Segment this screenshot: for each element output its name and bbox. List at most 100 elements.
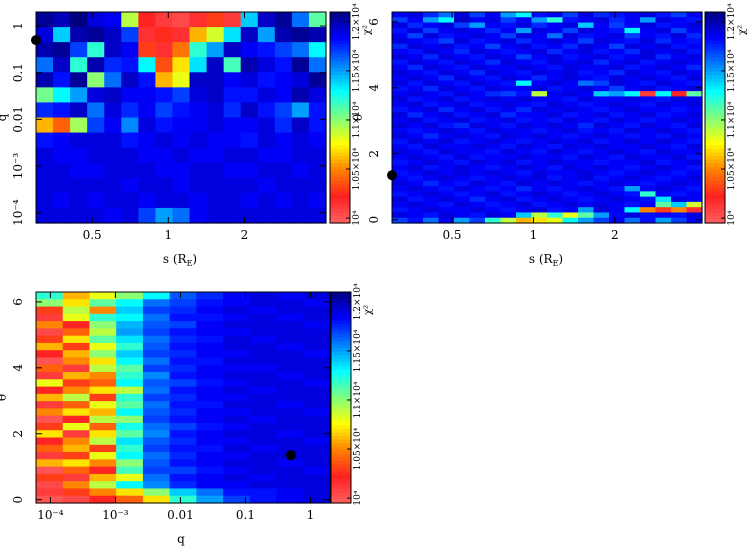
heatmap-cell (655, 27, 672, 34)
heatmap-cell (454, 59, 471, 66)
heatmap-cell (485, 138, 502, 145)
colorbar-segment (331, 334, 351, 339)
heatmap-cell (578, 201, 595, 208)
heatmap-cell (36, 313, 64, 322)
colorbar-segment (331, 446, 351, 451)
heatmap-cell (104, 57, 122, 73)
heatmap-cell (454, 122, 471, 129)
heatmap-cell (578, 149, 595, 156)
heatmap-cell (609, 212, 626, 219)
heatmap-cell (531, 112, 548, 119)
heatmap-cell (562, 33, 579, 39)
heatmap-cell (308, 192, 327, 209)
heatmap-cell (276, 495, 304, 504)
heatmap-cell (454, 175, 471, 182)
heatmap-cell (392, 217, 409, 224)
heatmap-cell (172, 192, 191, 209)
heatmap-cell (686, 54, 703, 61)
heatmap-cell (624, 43, 641, 50)
heatmap-cell (196, 292, 224, 300)
heatmap-cell (671, 212, 688, 219)
colorbar-segment (330, 33, 350, 38)
heatmap-cell (485, 43, 502, 50)
heatmap-cell (138, 57, 157, 73)
colorbar-segment (705, 180, 725, 185)
heatmap-cell (116, 473, 144, 482)
heatmap-cell (438, 159, 455, 166)
heatmap-cell (516, 196, 533, 203)
heatmap-cell (62, 299, 91, 308)
heatmap-cell (303, 430, 331, 439)
heatmap-cell (547, 159, 564, 166)
colorbar-segment (331, 411, 351, 416)
heatmap-cell (249, 459, 278, 468)
colorbar-segment (330, 208, 350, 214)
heatmap-cell (392, 128, 409, 134)
heatmap-cell (640, 80, 657, 87)
colorbar-segment (331, 390, 351, 395)
heatmap-cell (671, 143, 688, 150)
colorbar-segment (705, 201, 725, 207)
heatmap-cell (308, 162, 327, 179)
heatmap-cell (276, 321, 304, 329)
heatmap-cell (169, 357, 197, 366)
y-axis-label: θ (351, 114, 365, 121)
heatmap-cell (624, 143, 641, 150)
heatmap-cell (223, 481, 251, 490)
heatmap-cell (257, 27, 276, 43)
heatmap-cell (531, 170, 548, 177)
heatmap-cell (223, 117, 242, 134)
heatmap-cell (531, 217, 548, 224)
heatmap-cell (655, 143, 672, 150)
heatmap-cell (36, 350, 64, 359)
heatmap-cell (291, 72, 310, 88)
heatmap-cell (240, 102, 259, 119)
heatmap-cell (624, 117, 641, 124)
heatmap-cell (189, 87, 208, 104)
heatmap-cell (155, 207, 174, 224)
colorbar-segment (705, 187, 725, 192)
colorbar-segment (331, 492, 351, 497)
heatmap-cell (516, 186, 533, 192)
heatmap-cell (142, 481, 171, 490)
heatmap-cell (407, 91, 424, 98)
heatmap-cell (516, 48, 533, 55)
heatmap-cell (223, 147, 242, 164)
heatmap-cell (547, 112, 564, 119)
heatmap-cell (392, 43, 409, 50)
heatmap-cell (121, 147, 139, 164)
heatmap-cell (189, 27, 208, 43)
heatmap-cell (454, 75, 471, 82)
heatmap-cell (485, 186, 502, 192)
colorbar-segment (330, 128, 350, 133)
heatmap-cell (121, 42, 139, 58)
heatmap-cell (531, 191, 548, 198)
heatmap-cell (196, 328, 224, 337)
heatmap-cell (121, 132, 139, 149)
colorbar-segment (330, 75, 350, 80)
heatmap-cell (172, 177, 191, 194)
heatmap-cell (249, 393, 278, 402)
heatmap-cell (36, 147, 54, 164)
heatmap-cell (655, 91, 672, 98)
heatmap-cell (276, 364, 304, 373)
heatmap-cell (686, 207, 703, 214)
heatmap-cell (562, 149, 579, 156)
heatmap-cell (516, 164, 533, 171)
heatmap-cell (438, 138, 455, 145)
heatmap-cell (423, 64, 440, 71)
heatmap-cell (36, 357, 64, 366)
heatmap-cell (671, 175, 688, 182)
heatmap-cell (640, 128, 657, 134)
heatmap-cell (469, 138, 486, 145)
x-axis-label-subscript: E (187, 259, 193, 268)
heatmap-cell (531, 96, 548, 103)
heatmap-cell (485, 180, 502, 187)
heatmap-cell (671, 91, 688, 98)
heatmap-cell (469, 12, 486, 18)
heatmap-cell (206, 42, 225, 58)
heatmap-cell (392, 149, 409, 156)
heatmap-cell (671, 106, 688, 113)
plot-frame (35, 11, 327, 224)
heatmap-cell (392, 159, 409, 166)
